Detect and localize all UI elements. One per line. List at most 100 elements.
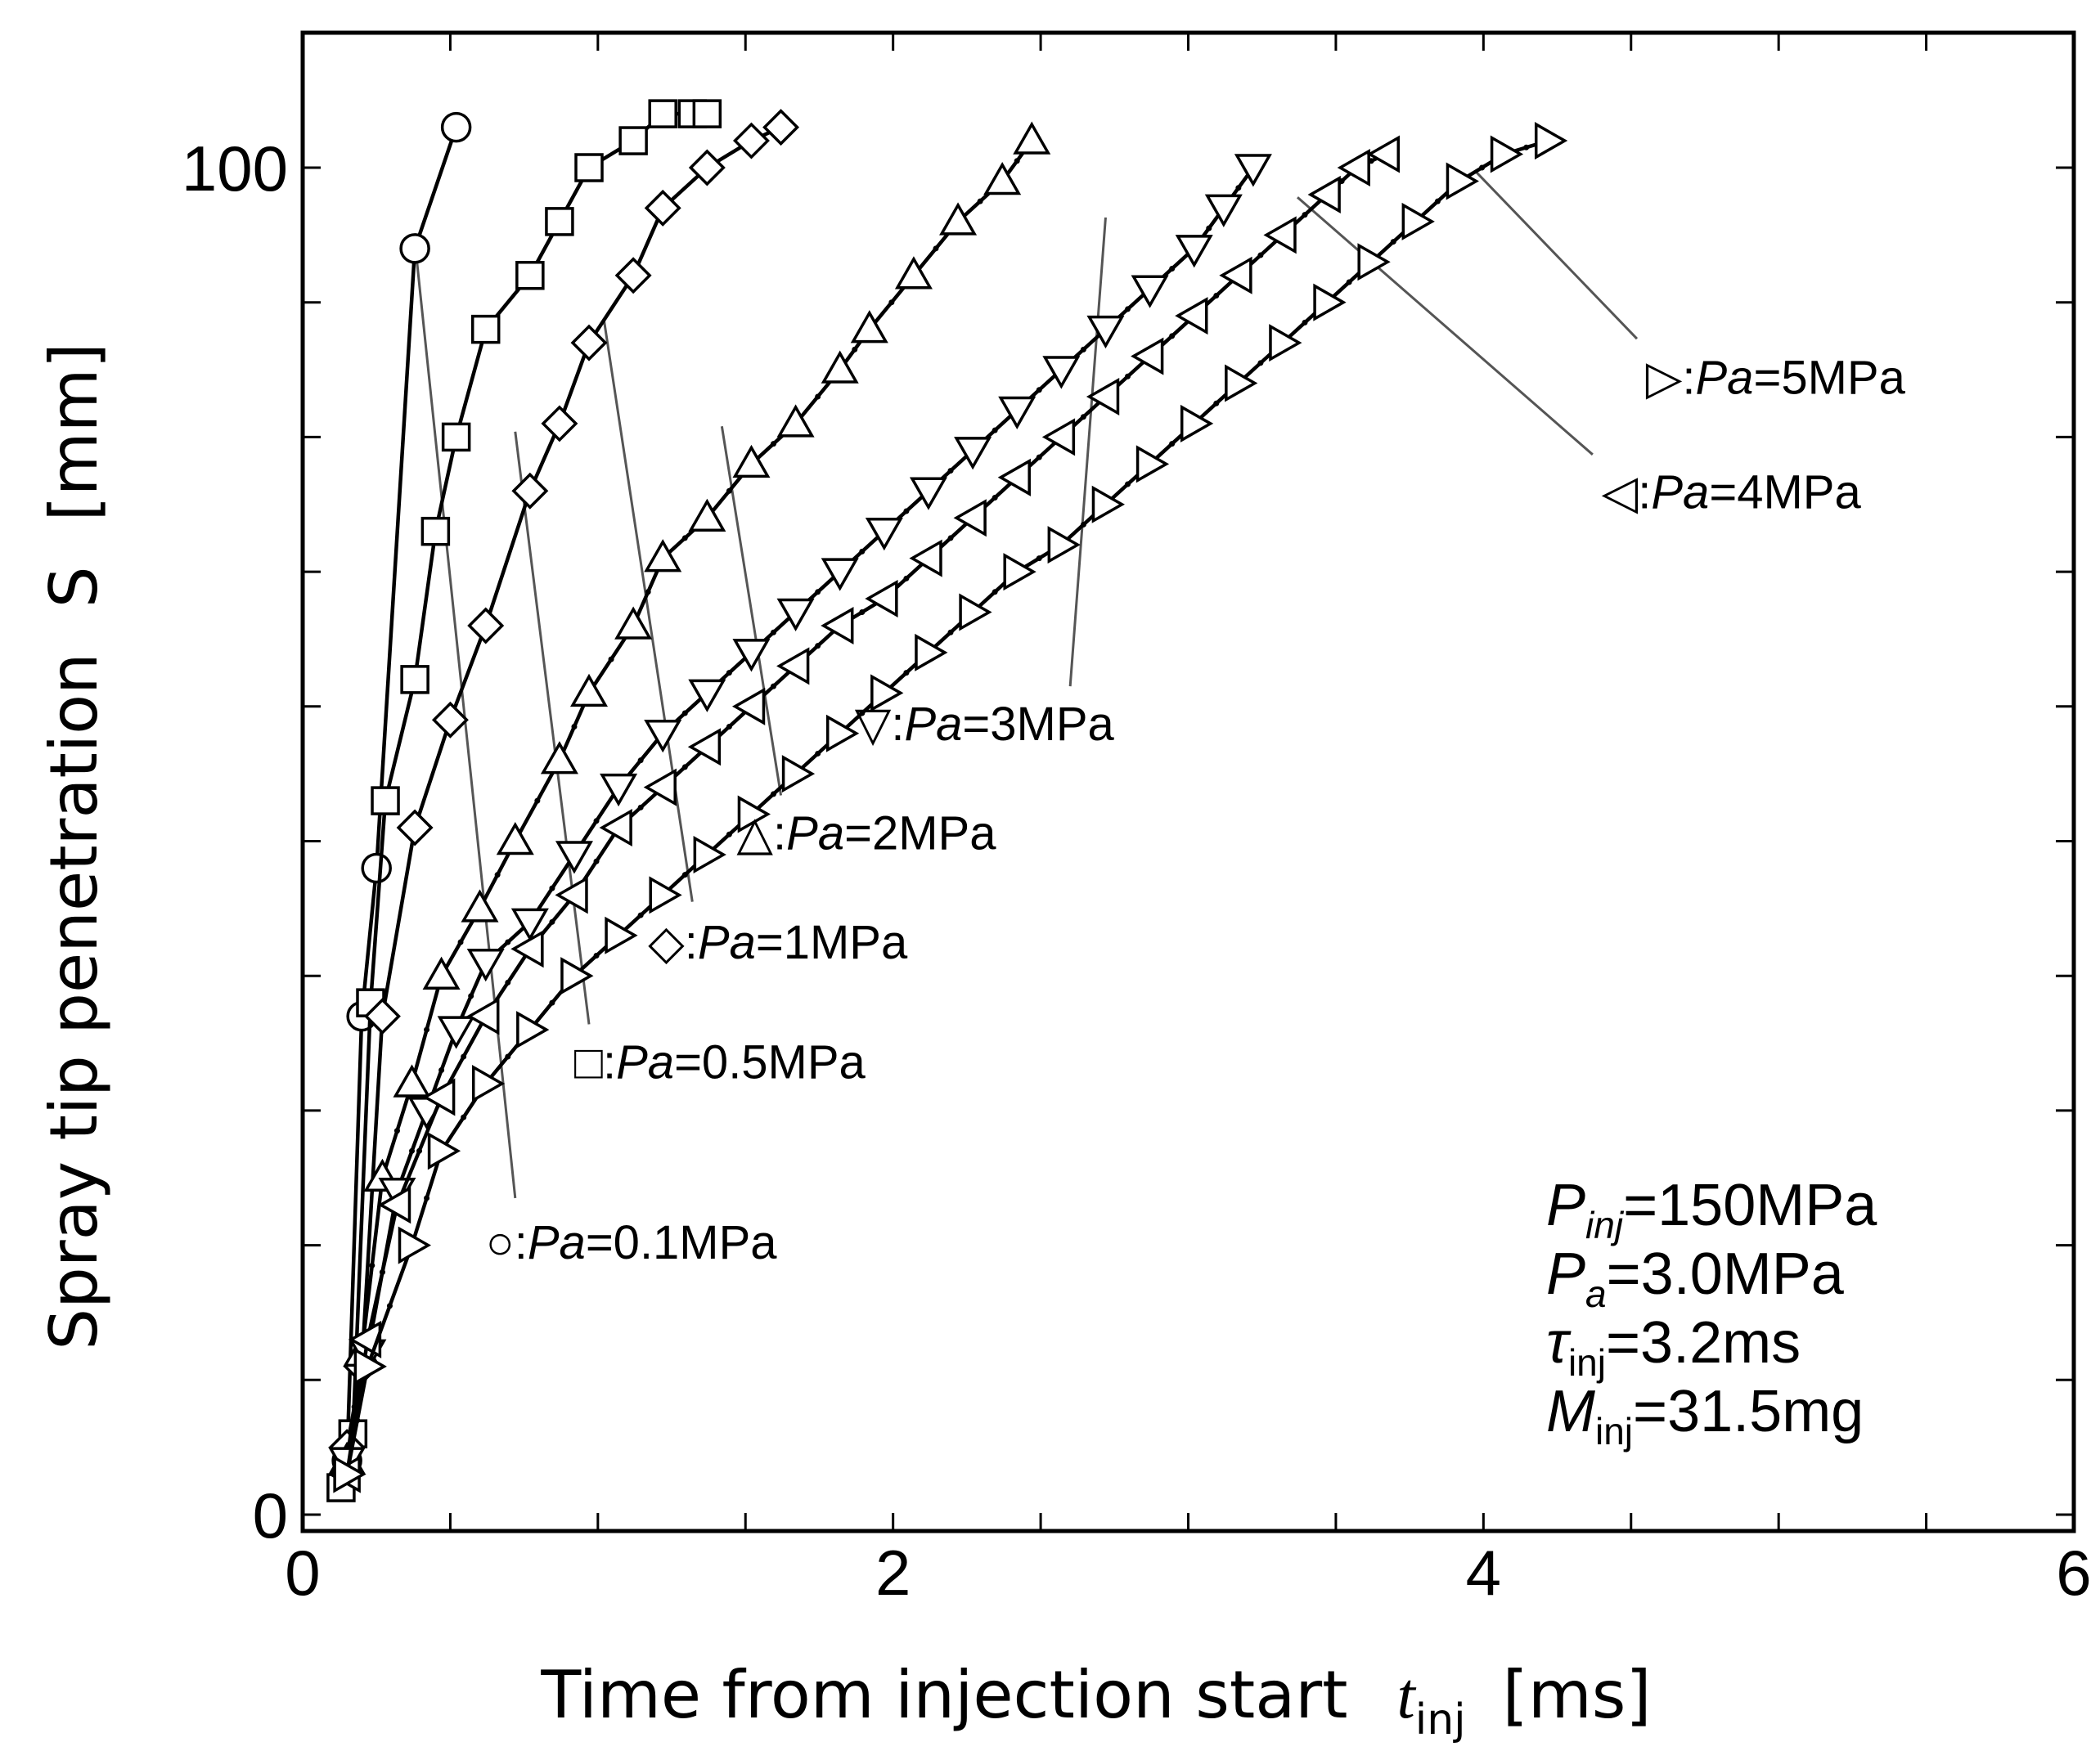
line-dot — [977, 198, 983, 204]
data-point — [614, 257, 652, 294]
data-point — [555, 841, 593, 874]
data-point — [1175, 297, 1208, 335]
data-point — [998, 396, 1037, 429]
series-triangle-left — [327, 135, 1401, 1493]
data-point — [687, 728, 722, 766]
data-point — [953, 499, 987, 537]
data-point — [776, 647, 810, 685]
data-point — [1175, 235, 1213, 268]
data-point — [1366, 135, 1401, 173]
data-point — [471, 1064, 506, 1102]
condition-line: Pa=3.0MPa — [1546, 1241, 1845, 1315]
series-layer — [326, 99, 1568, 1502]
data-point — [515, 261, 545, 290]
series-label: ▽:Pa=3MPa — [855, 698, 1115, 751]
data-point — [909, 539, 942, 577]
data-point — [574, 153, 604, 182]
data-point — [516, 1011, 550, 1049]
line-dot — [1257, 252, 1264, 258]
data-point — [555, 876, 588, 914]
data-point — [461, 889, 499, 923]
line-dot — [571, 724, 578, 730]
series-triangle-down — [328, 154, 1272, 1480]
data-point — [649, 876, 682, 914]
data-point — [688, 498, 726, 532]
line-dot — [1125, 373, 1131, 379]
data-point — [541, 405, 578, 442]
line-dot — [992, 589, 998, 595]
leader-line — [1473, 169, 1639, 340]
line-dot — [726, 487, 732, 494]
data-point — [466, 948, 505, 982]
data-point — [371, 786, 400, 815]
data-point — [644, 539, 682, 572]
data-point — [1086, 377, 1120, 416]
data-point — [1337, 148, 1370, 187]
line-dot — [681, 710, 688, 716]
line-dot — [1479, 164, 1486, 171]
line-dot — [1169, 441, 1176, 447]
line-dot — [1257, 360, 1264, 366]
y-axis-title: Spray tip penetrationS[mm] — [36, 343, 112, 1350]
data-point — [1446, 162, 1479, 200]
line-dot — [903, 575, 910, 581]
line-dot — [771, 791, 777, 797]
line-dot — [947, 535, 954, 541]
data-point — [939, 202, 978, 236]
line-dot — [859, 548, 866, 554]
data-point — [393, 1064, 431, 1098]
line-dot — [1080, 521, 1086, 528]
data-point — [692, 99, 722, 128]
y-tick-label: 100 — [182, 132, 288, 204]
data-point — [1086, 315, 1125, 349]
data-point — [422, 956, 461, 990]
data-point — [1003, 553, 1037, 591]
line-dot — [593, 858, 600, 864]
line-dot — [416, 1147, 423, 1154]
line-dot — [386, 1303, 393, 1309]
line-dot — [903, 508, 910, 514]
data-point — [618, 126, 648, 155]
data-point — [1180, 404, 1214, 442]
series-triangle-up — [328, 121, 1051, 1475]
data-point — [396, 809, 434, 846]
x-tick-label: 0 — [285, 1537, 320, 1609]
data-point — [776, 404, 815, 438]
data-point — [399, 233, 430, 264]
x-tick-label: 4 — [1466, 1537, 1501, 1609]
line-dot — [903, 670, 910, 676]
line-dot — [468, 993, 474, 999]
line-dot — [593, 818, 600, 824]
data-point — [1313, 283, 1347, 321]
line-dot — [771, 629, 777, 635]
line-dot — [494, 872, 501, 878]
line-dot — [393, 1128, 400, 1134]
line-dot — [549, 885, 555, 891]
data-point — [644, 189, 681, 227]
line-dot — [1302, 212, 1308, 218]
axis-ticks — [301, 33, 2075, 1531]
line-dot — [815, 750, 821, 757]
data-point — [909, 477, 947, 510]
data-point — [1013, 121, 1051, 155]
line-dot — [1169, 333, 1176, 339]
data-point — [643, 768, 677, 806]
condition-line: Pinj=150MPa — [1546, 1173, 1877, 1246]
data-point — [821, 606, 854, 644]
series-label: ○:Pa=0.1MPa — [486, 1216, 778, 1269]
line-dot — [505, 979, 511, 986]
data-point — [915, 633, 948, 671]
data-point — [569, 673, 609, 707]
data-point — [1234, 154, 1272, 187]
line-dot — [726, 670, 732, 676]
data-point — [363, 998, 401, 1035]
data-point — [470, 314, 501, 344]
data-point — [427, 1132, 461, 1170]
line-dot — [505, 1053, 511, 1060]
data-point — [688, 679, 726, 712]
line-dot — [637, 804, 644, 810]
data-point — [1269, 324, 1302, 362]
line-dot — [1036, 387, 1042, 393]
data-point — [1357, 243, 1391, 281]
